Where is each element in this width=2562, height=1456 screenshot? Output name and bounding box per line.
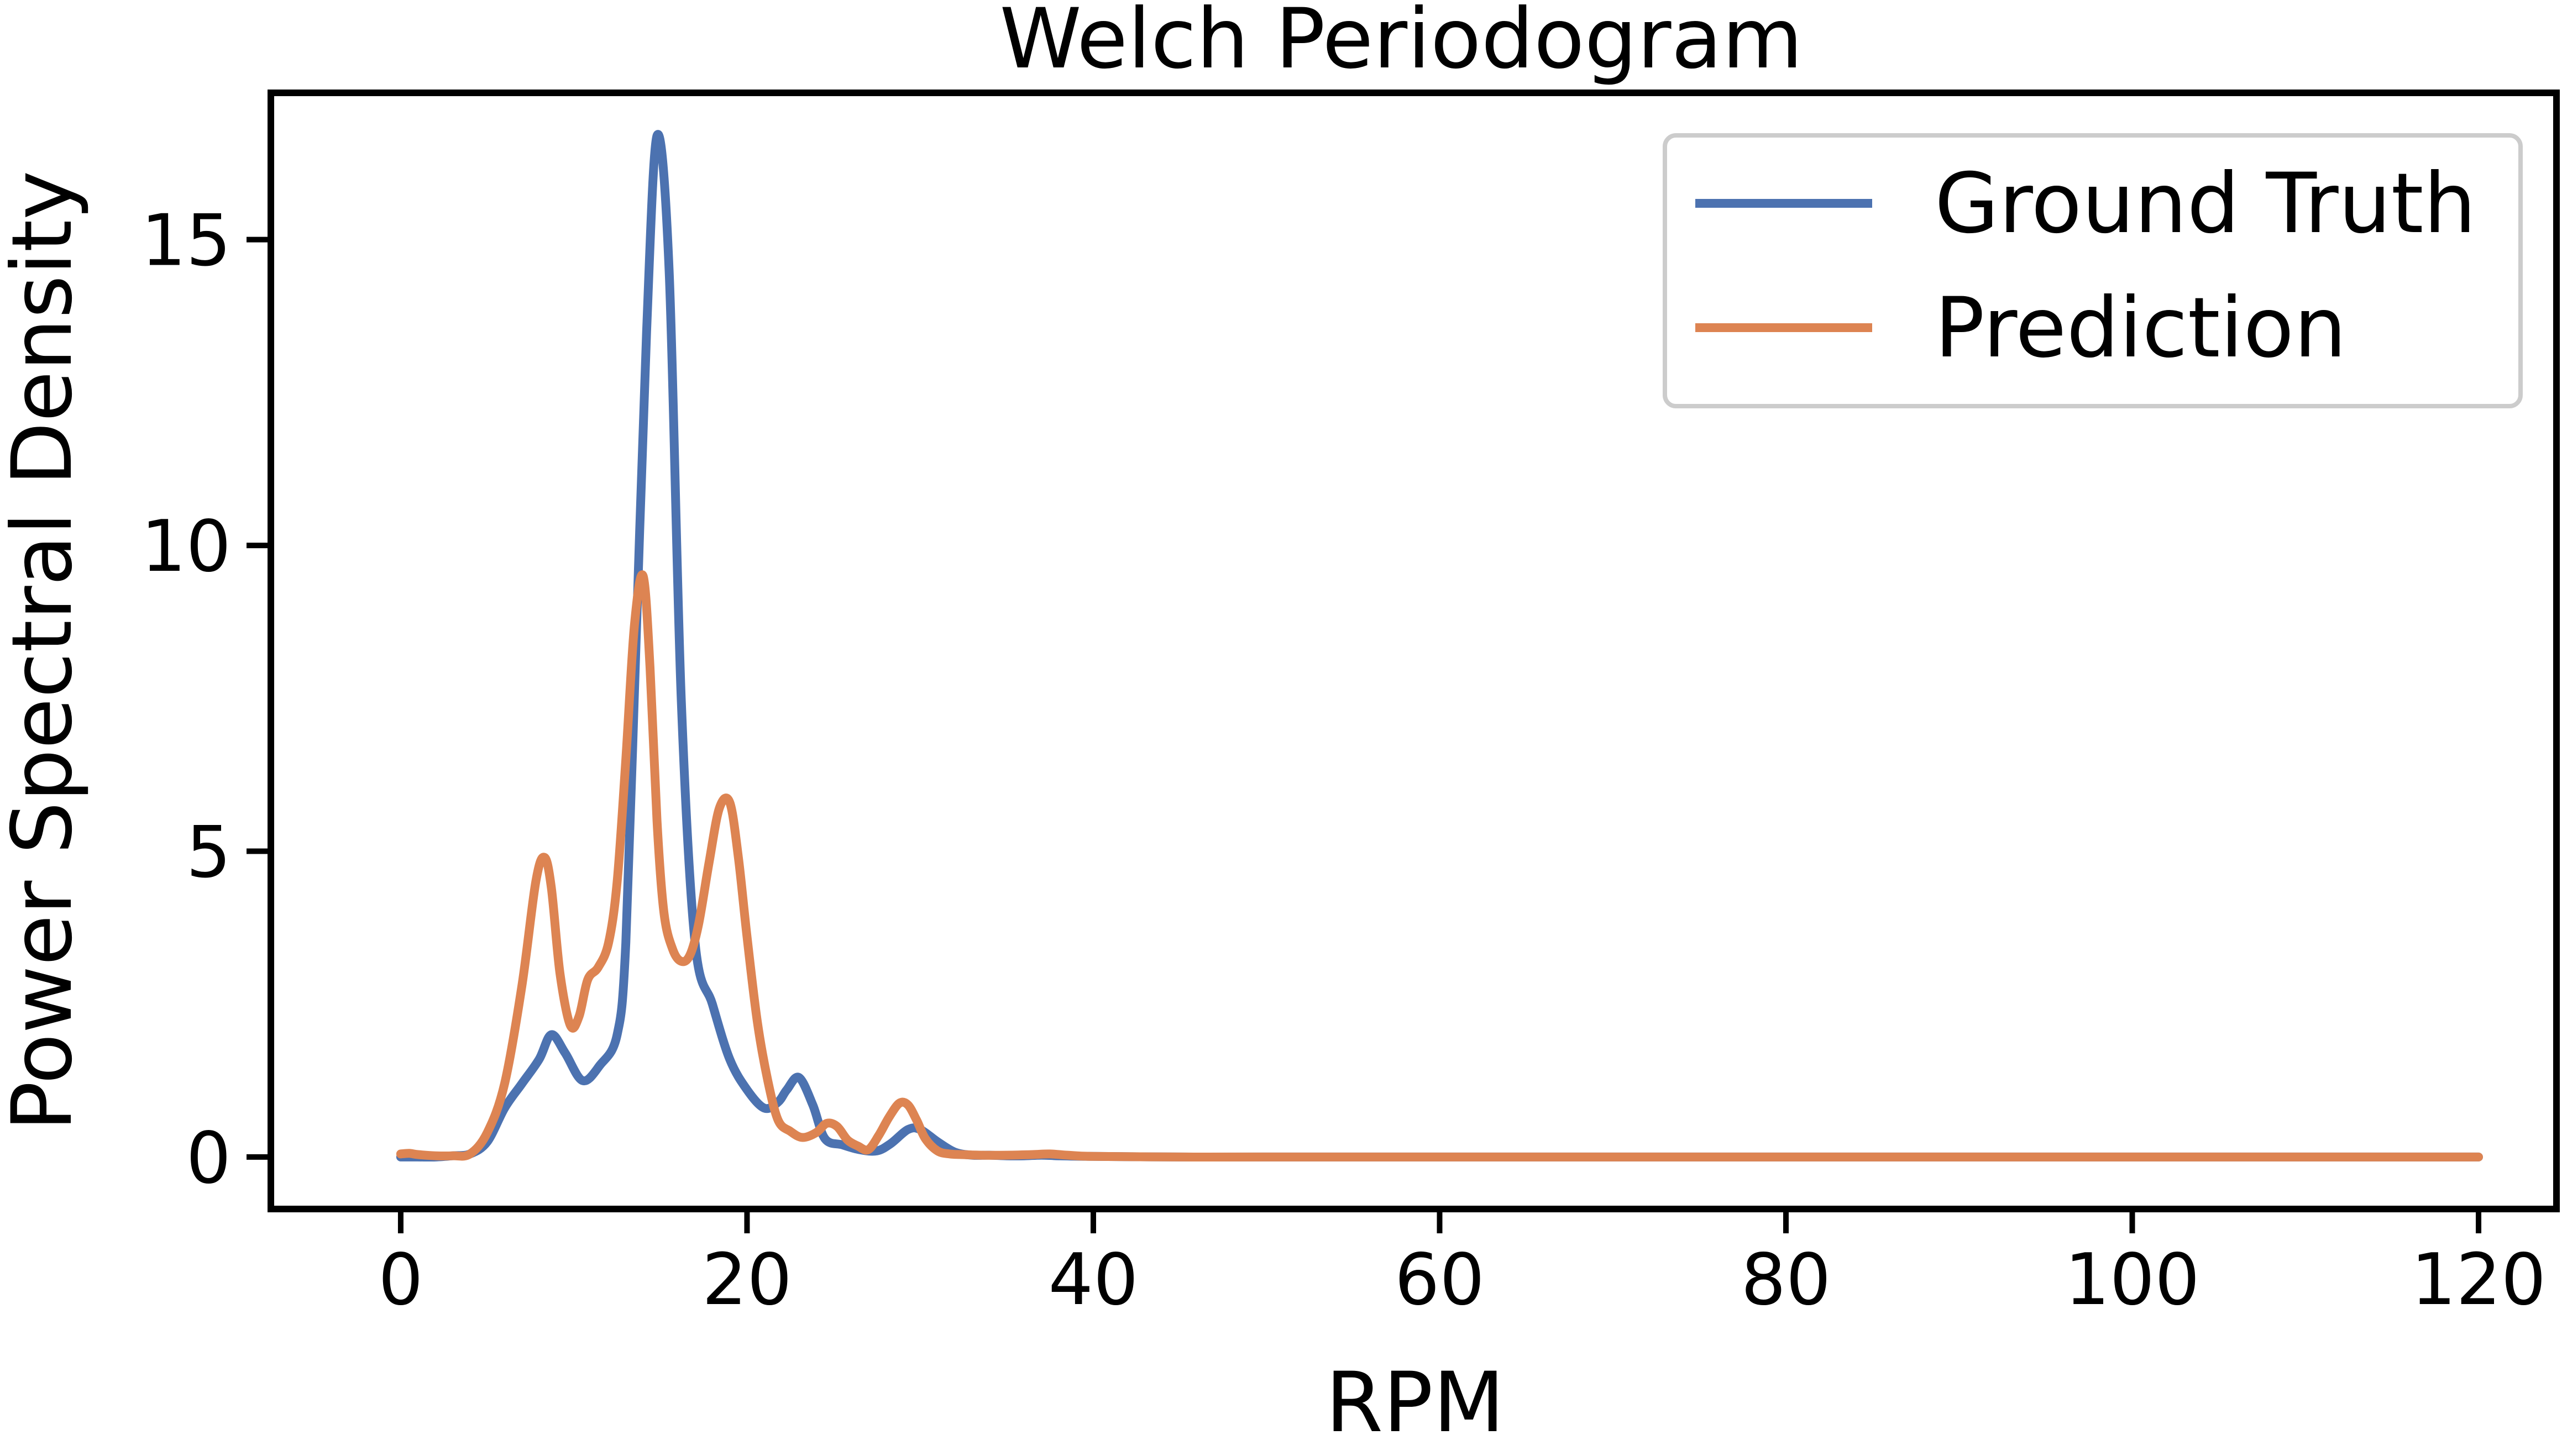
y-tick-label: 10 [141, 506, 231, 588]
y-tick-label: 5 [186, 811, 231, 893]
x-axis-label: RPM [1325, 1355, 1505, 1451]
x-tick-label: 40 [1049, 1239, 1139, 1321]
legend: Ground Truth Prediction [1663, 133, 2523, 408]
y-tick-label: 0 [186, 1117, 231, 1200]
series-layer [396, 130, 2483, 1162]
y-axis-ticks: 0 5 10 15 [141, 200, 271, 1200]
x-tick-label: 80 [1741, 1239, 1831, 1321]
y-axis-label: Power Spectral Density [0, 171, 91, 1131]
x-tick-label: 100 [2065, 1239, 2199, 1321]
legend-label-prediction: Prediction [1935, 280, 2346, 376]
legend-label-ground-truth: Ground Truth [1935, 156, 2476, 252]
x-tick-label: 60 [1395, 1239, 1485, 1321]
x-tick-label: 120 [2411, 1239, 2546, 1321]
series-line-prediction [396, 570, 2483, 1161]
legend-box [1663, 133, 2523, 408]
x-tick-label: 20 [702, 1239, 792, 1321]
plot-area [268, 90, 2560, 1212]
chart-title: Welch Periodogram [999, 0, 1803, 87]
x-axis-ticks: 0 20 40 60 80 100 120 [378, 1209, 2546, 1321]
x-tick-label: 0 [378, 1239, 423, 1321]
y-tick-label: 15 [141, 200, 231, 282]
